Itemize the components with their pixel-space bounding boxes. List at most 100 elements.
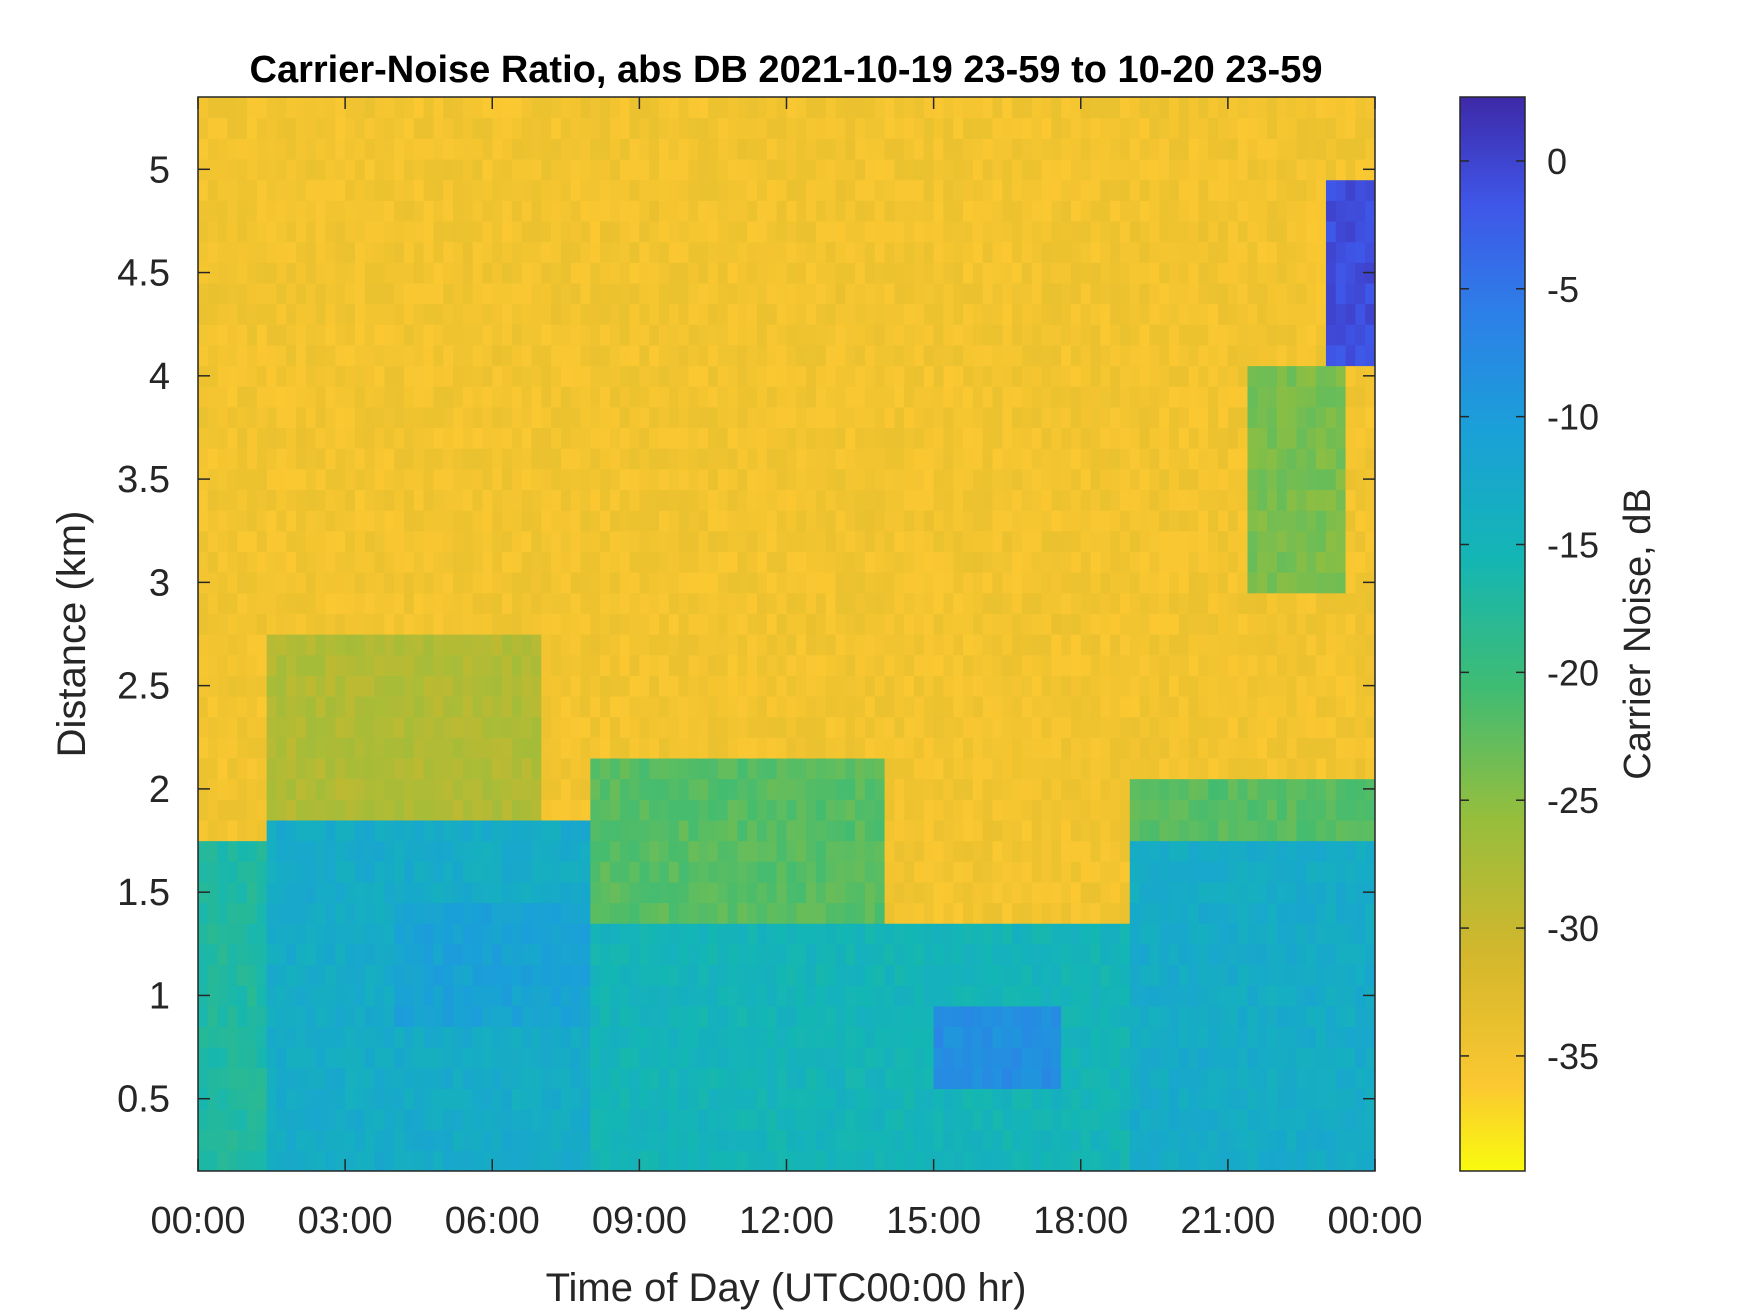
heatmap-cell (433, 613, 444, 635)
heatmap-cell (1080, 530, 1092, 552)
heatmap-cell (453, 861, 464, 883)
heatmap-cell (276, 799, 287, 821)
heatmap-cell (982, 572, 994, 594)
heatmap-cell (609, 1150, 621, 1171)
heatmap-cell (678, 634, 690, 656)
heatmap-cell (462, 613, 474, 635)
heatmap-cell (1021, 799, 1033, 821)
heatmap-cell (570, 985, 582, 1007)
heatmap-cell (433, 819, 444, 842)
heatmap-cell (874, 613, 886, 635)
heatmap-cell (1119, 737, 1131, 759)
heatmap-cell (1012, 282, 1023, 305)
heatmap-cell (1090, 158, 1101, 181)
heatmap-cell (256, 158, 268, 181)
heatmap-cell (747, 1047, 758, 1069)
heatmap-cell (462, 881, 474, 904)
heatmap-cell (1012, 241, 1023, 263)
heatmap-cell (227, 964, 238, 986)
heatmap-cell (443, 530, 454, 552)
heatmap-cell (296, 365, 307, 387)
heatmap-cell (668, 510, 680, 532)
heatmap-cell (335, 613, 346, 635)
heatmap-cell (600, 117, 611, 139)
heatmap-cell (766, 303, 778, 325)
heatmap-cell (276, 448, 287, 470)
heatmap-cell (276, 220, 287, 243)
heatmap-cell (580, 737, 591, 759)
heatmap-cell (972, 448, 984, 470)
heatmap-cell (688, 1109, 699, 1131)
heatmap-cell (1119, 344, 1131, 367)
heatmap-cell (815, 1047, 827, 1069)
heatmap-cell (413, 324, 425, 346)
heatmap-cell (747, 881, 758, 904)
heatmap-cell (1110, 1109, 1121, 1131)
heatmap-cell (531, 613, 542, 635)
heatmap-cell (256, 1109, 268, 1131)
heatmap-cell (658, 138, 670, 160)
heatmap-cell (1002, 324, 1013, 346)
heatmap-cell (1090, 117, 1101, 139)
heatmap-cell (825, 530, 837, 552)
heatmap-cell (717, 1129, 729, 1151)
heatmap-cell (276, 200, 287, 222)
heatmap-cell (403, 757, 415, 780)
heatmap-cell (727, 386, 739, 408)
heatmap-cell (766, 179, 778, 201)
heatmap-cell (963, 861, 974, 883)
heatmap-cell (766, 1005, 778, 1028)
heatmap-cell (1070, 985, 1082, 1007)
heatmap-cell (433, 1005, 444, 1028)
heatmap-cell (541, 654, 552, 676)
heatmap-cell (845, 303, 856, 325)
heatmap-cell (953, 861, 964, 883)
heatmap-cell (531, 757, 542, 780)
heatmap-cell (953, 158, 964, 181)
heatmap-cell (345, 985, 356, 1007)
heatmap-cell (345, 902, 356, 924)
heatmap-cell (531, 881, 542, 904)
heatmap-cell (413, 572, 425, 594)
heatmap-cell (943, 489, 954, 511)
heatmap-cell (953, 1150, 964, 1171)
heatmap-cell (335, 1047, 346, 1069)
heatmap-cell (1100, 179, 1111, 201)
heatmap-cell (570, 530, 582, 552)
heatmap-cell (374, 530, 385, 552)
heatmap-cell (256, 282, 268, 305)
heatmap-cell (845, 158, 856, 181)
heatmap-cell (894, 592, 905, 614)
heatmap-cell (1061, 1150, 1072, 1171)
heatmap-cell (619, 179, 631, 201)
heatmap-cell (600, 592, 611, 614)
heatmap-cell (914, 468, 925, 491)
heatmap-cell (658, 902, 670, 924)
heatmap-cell (776, 344, 788, 367)
heatmap-cell (541, 282, 552, 305)
heatmap-cell (266, 510, 278, 532)
heatmap-cell (433, 324, 444, 346)
heatmap-cell (972, 902, 984, 924)
heatmap-cell (1110, 861, 1121, 883)
heatmap-cell (1061, 406, 1072, 429)
heatmap-cell (658, 840, 670, 862)
heatmap-cell (796, 840, 807, 862)
heatmap-cell (766, 902, 778, 924)
heatmap-cell (345, 138, 356, 160)
heatmap-cell (766, 510, 778, 532)
heatmap-cell (609, 200, 621, 222)
heatmap-cell (590, 117, 601, 139)
heatmap-cell (796, 344, 807, 367)
heatmap-cell (629, 365, 640, 387)
heatmap-cell (354, 365, 366, 387)
heatmap-cell (600, 427, 611, 449)
heatmap-cell (1051, 902, 1062, 924)
heatmap-cell (511, 324, 523, 346)
heatmap-cell (1070, 427, 1082, 449)
heatmap-cell (266, 634, 278, 656)
heatmap-cell (354, 117, 366, 139)
heatmap-cell (649, 510, 660, 532)
heatmap-cell (1129, 757, 1141, 780)
heatmap-cell (413, 117, 425, 139)
